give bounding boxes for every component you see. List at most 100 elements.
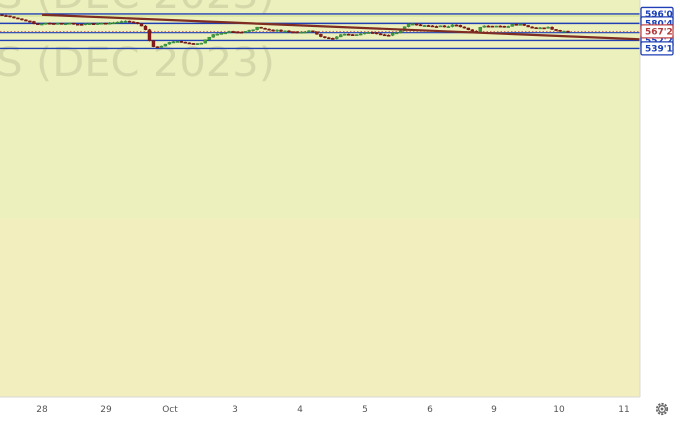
candle-body xyxy=(339,34,343,38)
candle-body xyxy=(271,29,275,32)
candle-body xyxy=(199,42,203,45)
candle-body xyxy=(386,34,391,37)
candle-body xyxy=(243,31,247,33)
candle-body xyxy=(299,31,303,34)
candle-body xyxy=(76,23,80,26)
candle-body xyxy=(367,32,371,34)
candle-body xyxy=(191,43,196,45)
candle-body xyxy=(498,25,502,28)
candle-body xyxy=(227,31,231,33)
candle-body xyxy=(554,29,558,31)
price-axis xyxy=(640,0,680,421)
level-label: 596'0 xyxy=(645,10,673,20)
candle-body xyxy=(151,40,156,47)
x-tick-label: 5 xyxy=(362,405,368,415)
candle-body xyxy=(522,24,526,26)
x-tick-label: 28 xyxy=(36,405,48,415)
candle-body xyxy=(303,31,307,34)
candle-body xyxy=(267,28,271,31)
candle-body xyxy=(215,33,219,36)
candle-body xyxy=(323,36,327,38)
trendline-group xyxy=(41,13,680,43)
candle-body xyxy=(442,25,447,28)
candle-body xyxy=(355,34,359,36)
candle-body xyxy=(163,43,168,47)
candle-body xyxy=(24,19,28,22)
candle-body xyxy=(175,41,180,43)
x-tick-label: 6 xyxy=(427,405,433,415)
candle-body xyxy=(494,25,498,28)
candle-body xyxy=(514,24,518,26)
candle-body xyxy=(486,25,490,28)
candle-body xyxy=(131,21,136,24)
candle-body xyxy=(275,29,279,32)
candle-body xyxy=(60,23,64,25)
candle-body xyxy=(530,26,534,29)
candle-body xyxy=(343,33,347,36)
current-price-box xyxy=(640,24,674,39)
watermark-text-top: ES (DEC 2023) xyxy=(0,0,275,18)
candle-body xyxy=(335,36,339,39)
candle-body xyxy=(287,30,291,33)
candle-body xyxy=(307,30,311,33)
candle-body xyxy=(0,14,4,17)
candle-body xyxy=(406,24,411,27)
candle-body xyxy=(235,31,239,34)
x-tick-label: 10 xyxy=(553,405,565,415)
x-tick-label: 4 xyxy=(297,405,303,415)
candle-body xyxy=(107,22,112,25)
candle-body xyxy=(119,21,124,23)
candle-body xyxy=(40,23,44,26)
candle-body xyxy=(127,20,132,23)
time-axis xyxy=(0,397,640,421)
candle-body xyxy=(351,34,355,36)
candle-body xyxy=(518,24,522,26)
candle-body xyxy=(219,33,223,35)
candle-body xyxy=(446,26,451,28)
candle-body xyxy=(470,29,475,32)
candle-body xyxy=(562,30,566,33)
candle-body xyxy=(44,22,48,25)
candle-body xyxy=(359,33,363,36)
candle-body xyxy=(478,27,483,32)
candle-body xyxy=(454,24,459,27)
candle-body xyxy=(28,20,32,23)
candle-body xyxy=(251,29,255,32)
candle-body xyxy=(179,41,184,43)
candle-body xyxy=(167,42,172,45)
candle-body xyxy=(8,15,12,18)
candle-body xyxy=(123,20,128,23)
current-price-label: 567'2 xyxy=(645,28,673,38)
candle-body xyxy=(239,31,243,34)
candle-body xyxy=(394,32,399,35)
candle-body xyxy=(255,26,259,30)
candle-body xyxy=(490,25,494,28)
candle-body xyxy=(211,34,215,38)
level-label: 539'1 xyxy=(645,45,673,55)
candle-body xyxy=(390,33,395,36)
trendline xyxy=(41,13,680,43)
candle-body xyxy=(20,18,24,21)
candle-body xyxy=(135,22,140,24)
x-tick-label: 3 xyxy=(232,405,238,415)
candle-body xyxy=(526,25,530,28)
candle-body xyxy=(103,22,108,25)
candle-body xyxy=(12,16,16,19)
candle-body xyxy=(398,30,403,33)
candle-body xyxy=(147,29,152,41)
candle-body xyxy=(319,34,323,37)
candle-body xyxy=(542,27,546,30)
candle-body xyxy=(382,34,387,37)
candle-body xyxy=(247,30,251,32)
candle-body xyxy=(99,22,104,25)
candle-body xyxy=(159,45,164,48)
settings-gear-icon[interactable] xyxy=(655,402,669,416)
candle-body xyxy=(466,27,471,30)
candle-body xyxy=(155,46,160,49)
candle-body xyxy=(111,22,116,25)
candle-body xyxy=(331,38,335,40)
candle-body xyxy=(363,32,367,35)
candle-body xyxy=(550,26,554,30)
watermark-text: ES (DEC 2023) xyxy=(0,40,275,86)
